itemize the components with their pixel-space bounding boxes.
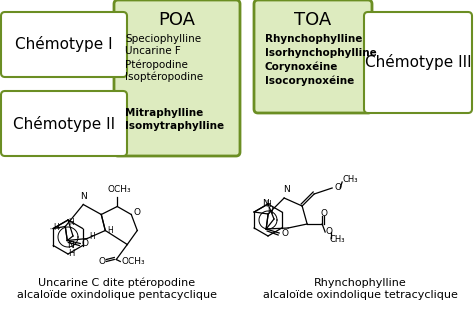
Text: O: O [281,228,288,238]
Text: O: O [81,239,88,248]
Text: TOA: TOA [294,11,332,29]
Text: CH₃: CH₃ [342,176,358,184]
Text: OCH₃: OCH₃ [108,185,131,194]
Text: POA: POA [158,11,195,29]
Text: N: N [283,185,290,194]
Text: H: H [68,248,74,257]
Text: H: H [107,226,113,235]
Text: O: O [334,184,341,193]
Text: O: O [99,257,106,266]
Text: Isoptéropodine: Isoptéropodine [125,71,203,82]
Text: O: O [320,210,328,218]
FancyBboxPatch shape [364,12,472,113]
Text: ''': ''' [55,226,61,232]
Text: OCH₃: OCH₃ [121,257,145,266]
Text: N: N [263,200,269,209]
Text: H: H [265,200,271,209]
Text: ,,,: ,,, [49,225,55,230]
Text: ,,,: ,,, [70,220,75,225]
Text: H: H [267,206,273,215]
Text: Mitraphylline: Mitraphylline [125,108,203,118]
Text: Speciophylline: Speciophylline [125,34,201,44]
FancyBboxPatch shape [254,0,372,113]
Text: Rhynchophylline: Rhynchophylline [265,34,363,44]
Text: Rhynchophylline
alcaloïde oxindolique tetracyclique: Rhynchophylline alcaloïde oxindolique te… [263,278,457,300]
Text: N: N [68,240,74,249]
Text: Isocorynoxéine: Isocorynoxéine [265,76,354,87]
FancyBboxPatch shape [1,12,127,77]
Text: CH₃: CH₃ [329,235,345,243]
Text: Chémotype III: Chémotype III [365,54,471,70]
Text: H: H [54,223,59,232]
FancyBboxPatch shape [1,91,127,156]
Text: Isorhynchophylline: Isorhynchophylline [265,48,377,58]
Text: Corynoxéine: Corynoxéine [265,62,338,73]
Text: H: H [68,218,74,227]
Text: Uncarine F: Uncarine F [125,46,181,57]
Text: Uncarine C dite ptéropodine
alcaloïde oxindolique pentacyclique: Uncarine C dite ptéropodine alcaloïde ox… [17,278,217,300]
Text: Chémotype II: Chémotype II [13,116,115,132]
Text: O: O [325,227,332,236]
Text: H: H [89,232,95,241]
Text: O: O [133,208,140,217]
Text: Isomytraphylline: Isomytraphylline [125,121,224,131]
FancyBboxPatch shape [114,0,240,156]
Text: Ptéropodine: Ptéropodine [125,59,188,70]
Text: Chémotype I: Chémotype I [15,36,113,53]
Text: N: N [80,192,87,201]
